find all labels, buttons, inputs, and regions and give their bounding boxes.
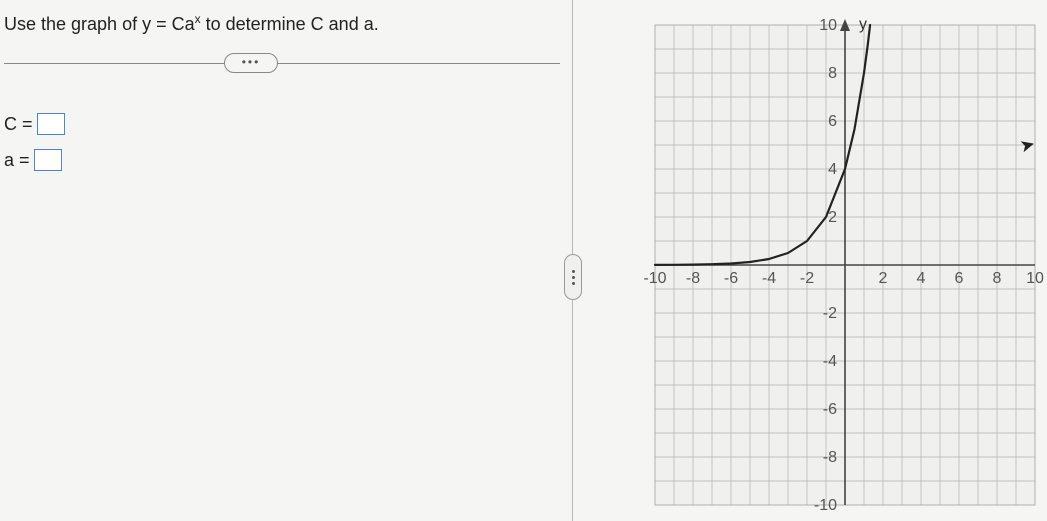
svg-text:8: 8	[993, 270, 1002, 287]
c-input[interactable]	[37, 113, 65, 135]
svg-text:10: 10	[819, 17, 837, 34]
svg-text:2: 2	[879, 270, 888, 287]
svg-text:y: y	[859, 16, 867, 33]
drag-handle[interactable]	[564, 254, 582, 300]
svg-text:4: 4	[828, 161, 837, 178]
svg-text:-4: -4	[823, 353, 837, 370]
svg-text:10: 10	[1026, 270, 1044, 287]
a-input[interactable]	[34, 149, 62, 171]
svg-text:-10: -10	[814, 497, 837, 514]
svg-text:-6: -6	[823, 401, 837, 418]
svg-text:2: 2	[828, 209, 837, 226]
graph: -10-8-6-4-2246810-10-8-6-4-2246810y	[650, 10, 1040, 515]
svg-text:6: 6	[955, 270, 964, 287]
svg-text:-8: -8	[823, 449, 837, 466]
svg-text:6: 6	[828, 113, 837, 130]
c-label: C =	[4, 114, 33, 135]
svg-text:8: 8	[828, 65, 837, 82]
divider-line	[4, 63, 560, 64]
svg-text:-2: -2	[823, 305, 837, 322]
svg-text:-2: -2	[800, 270, 814, 287]
svg-text:-10: -10	[643, 270, 666, 287]
svg-text:4: 4	[917, 270, 926, 287]
a-label: a =	[4, 150, 30, 171]
svg-text:-4: -4	[762, 270, 776, 287]
svg-text:-8: -8	[686, 270, 700, 287]
svg-text:-6: -6	[724, 270, 738, 287]
prompt-prefix: Use the graph of y = Ca	[4, 14, 195, 34]
more-button[interactable]: •••	[224, 53, 278, 73]
question-prompt: Use the graph of y = Cax to determine C …	[4, 12, 560, 53]
prompt-suffix: to determine C and a.	[201, 14, 379, 34]
